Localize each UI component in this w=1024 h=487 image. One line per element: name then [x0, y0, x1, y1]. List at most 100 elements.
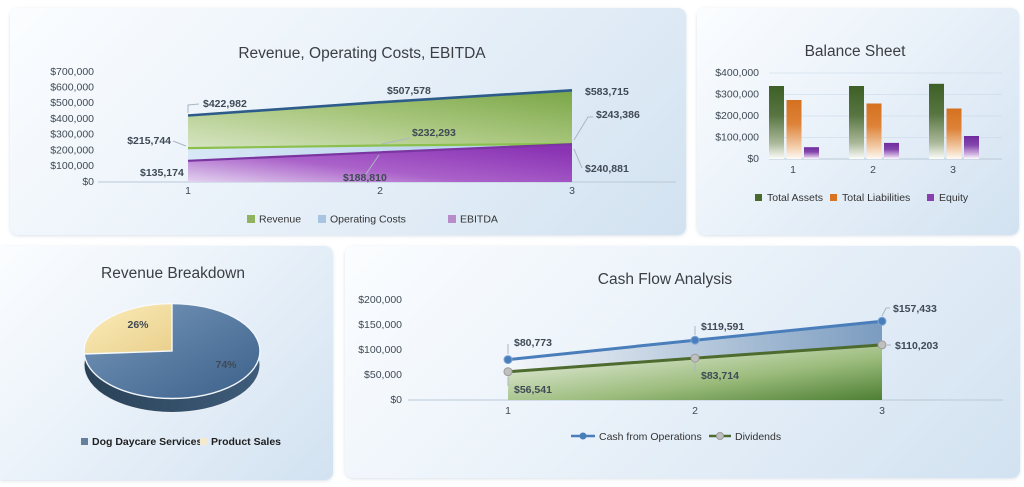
chart-legend: Total Assets Total Liabilities Equity — [755, 192, 969, 204]
data-label-ops-1: $80,773 — [514, 337, 552, 349]
data-label-revenue-1: $215,744 — [127, 135, 171, 147]
bar-total-liabilities-3 — [946, 108, 962, 159]
chart-panel-balance-sheet[interactable]: Balance Sheet $400,000 $300,000 $200,000… — [697, 8, 1019, 235]
legend-label-dividends: Dividends — [735, 431, 781, 443]
area-chart-revenue-costs-ebitda: Revenue, Operating Costs, EBITDA $700,00… — [50, 45, 676, 226]
data-label-div-3: $110,203 — [895, 340, 938, 352]
data-label-ops-2: $119,591 — [701, 321, 744, 333]
bar-equity-1 — [804, 147, 819, 159]
y-tick: $0 — [82, 176, 94, 188]
chart-legend: Dog Daycare Services Product Sales — [81, 436, 281, 448]
legend-swatch-total-assets — [755, 194, 762, 201]
bar-total-assets-3 — [929, 83, 944, 159]
data-label-revenue-3: $243,386 — [596, 109, 640, 121]
chart-title: Cash Flow Analysis — [598, 271, 733, 288]
data-label-ebitda-2: $188,810 — [343, 172, 387, 184]
chart-legend: Revenue Operating Costs EBITDA — [247, 214, 498, 226]
chart-panel-cash-flow[interactable]: Cash Flow Analysis $200,000 $150,000 $10… — [345, 246, 1020, 478]
x-tick: 2 — [870, 164, 876, 176]
x-tick: 3 — [569, 185, 575, 197]
chart-title: Revenue, Operating Costs, EBITDA — [238, 45, 486, 62]
leader-line — [172, 140, 187, 147]
leader-line — [381, 137, 411, 145]
x-tick: 2 — [692, 405, 698, 417]
legend-swatch-total-liabilities — [830, 194, 837, 201]
y-axis: $400,000 $300,000 $200,000 $100,000 $0 — [715, 67, 759, 165]
chart-panel-revenue-breakdown[interactable]: Revenue Breakdown 26% 74% Dog Daycare Se… — [0, 246, 333, 480]
y-tick: $150,000 — [358, 319, 402, 331]
x-tick: 3 — [879, 405, 885, 417]
x-tick: 1 — [790, 164, 796, 176]
y-tick: $300,000 — [50, 129, 94, 141]
x-tick: 3 — [950, 164, 956, 176]
chart-legend: Cash from Operations Dividends — [571, 431, 781, 443]
y-tick: $200,000 — [50, 144, 94, 156]
y-tick: $200,000 — [358, 294, 402, 306]
marker-div-2 — [690, 353, 700, 363]
data-label-operating-costs-2: $507,578 — [387, 85, 431, 97]
y-tick: $50,000 — [364, 369, 402, 381]
data-label-div-2: $83,714 — [701, 370, 739, 382]
line-chart-cash-flow: Cash Flow Analysis $200,000 $150,000 $10… — [358, 271, 1003, 443]
x-tick: 1 — [505, 405, 511, 417]
y-tick: $100,000 — [50, 160, 94, 172]
area-between-lines — [508, 321, 882, 372]
legend-label-revenue: Revenue — [259, 214, 301, 226]
marker-ops-3 — [877, 316, 887, 326]
data-label-ebitda-3: $240,881 — [585, 163, 629, 175]
data-label-ops-3: $157,433 — [893, 303, 937, 315]
chart-title: Revenue Breakdown — [101, 265, 245, 282]
leader-line — [187, 103, 200, 113]
y-tick: $200,000 — [715, 110, 759, 122]
data-label-operating-costs-1: $422,982 — [203, 98, 247, 110]
area-revenue — [188, 90, 572, 149]
legend-swatch-product-sales — [200, 438, 207, 445]
y-tick: $100,000 — [358, 344, 402, 356]
legend-label-operating-costs: Operating Costs — [330, 214, 406, 226]
y-tick: $0 — [747, 153, 759, 165]
bar-total-liabilities-2 — [866, 103, 882, 159]
data-label-div-1: $56,541 — [514, 384, 552, 396]
chart-panel-revenue-costs-ebitda[interactable]: Revenue, Operating Costs, EBITDA $700,00… — [10, 8, 686, 235]
leader-line — [881, 307, 890, 317]
legend-swatch-dog-daycare-services — [81, 438, 88, 445]
legend-marker-cash-from-operations — [579, 432, 587, 440]
legend-swatch-revenue — [247, 215, 255, 223]
bar-total-assets-2 — [849, 86, 864, 159]
y-tick: $400,000 — [715, 67, 759, 79]
bar-total-liabilities-1 — [786, 100, 802, 159]
y-axis: $200,000 $150,000 $100,000 $50,000 $0 — [358, 294, 402, 406]
x-tick: 1 — [185, 185, 191, 197]
leader-line — [573, 148, 583, 169]
leader-line — [573, 116, 593, 141]
x-tick: 2 — [377, 185, 383, 197]
legend-label-total-liabilities: Total Liabilities — [842, 192, 910, 204]
y-tick: $300,000 — [715, 88, 759, 100]
legend-swatch-operating-costs — [318, 215, 326, 223]
area-ebitda — [188, 144, 572, 182]
marker-div-1 — [503, 367, 513, 377]
y-tick: $500,000 — [50, 97, 94, 109]
pie-label-dog-daycare-services: 74% — [215, 359, 237, 371]
legend-marker-dividends — [716, 432, 724, 440]
legend-swatch-ebitda — [448, 215, 456, 223]
marker-ops-2 — [690, 335, 700, 345]
line-ebitda — [187, 143, 573, 162]
y-tick: $0 — [390, 394, 402, 406]
legend-swatch-equity — [927, 194, 934, 201]
leader-line — [363, 154, 380, 178]
pie-label-product-sales: 26% — [127, 319, 149, 331]
bar-equity-3 — [964, 136, 979, 159]
area-under-dividends — [508, 344, 882, 400]
chart-title: Balance Sheet — [805, 43, 907, 60]
legend-label-equity: Equity — [939, 192, 969, 204]
line-revenue — [187, 89, 573, 117]
data-label-operating-costs-3: $583,715 — [585, 86, 629, 98]
pie-slice-product-sales — [83, 302, 173, 355]
data-label-ebitda-1: $135,174 — [140, 167, 184, 179]
legend-label-product-sales: Product Sales — [211, 436, 281, 448]
pie-chart-revenue-breakdown: Revenue Breakdown 26% 74% Dog Daycare Se… — [81, 265, 281, 448]
data-label-revenue-2: $232,293 — [412, 127, 456, 139]
legend-label-dog-daycare-services: Dog Daycare Services — [92, 436, 202, 448]
bar-equity-2 — [884, 142, 899, 159]
